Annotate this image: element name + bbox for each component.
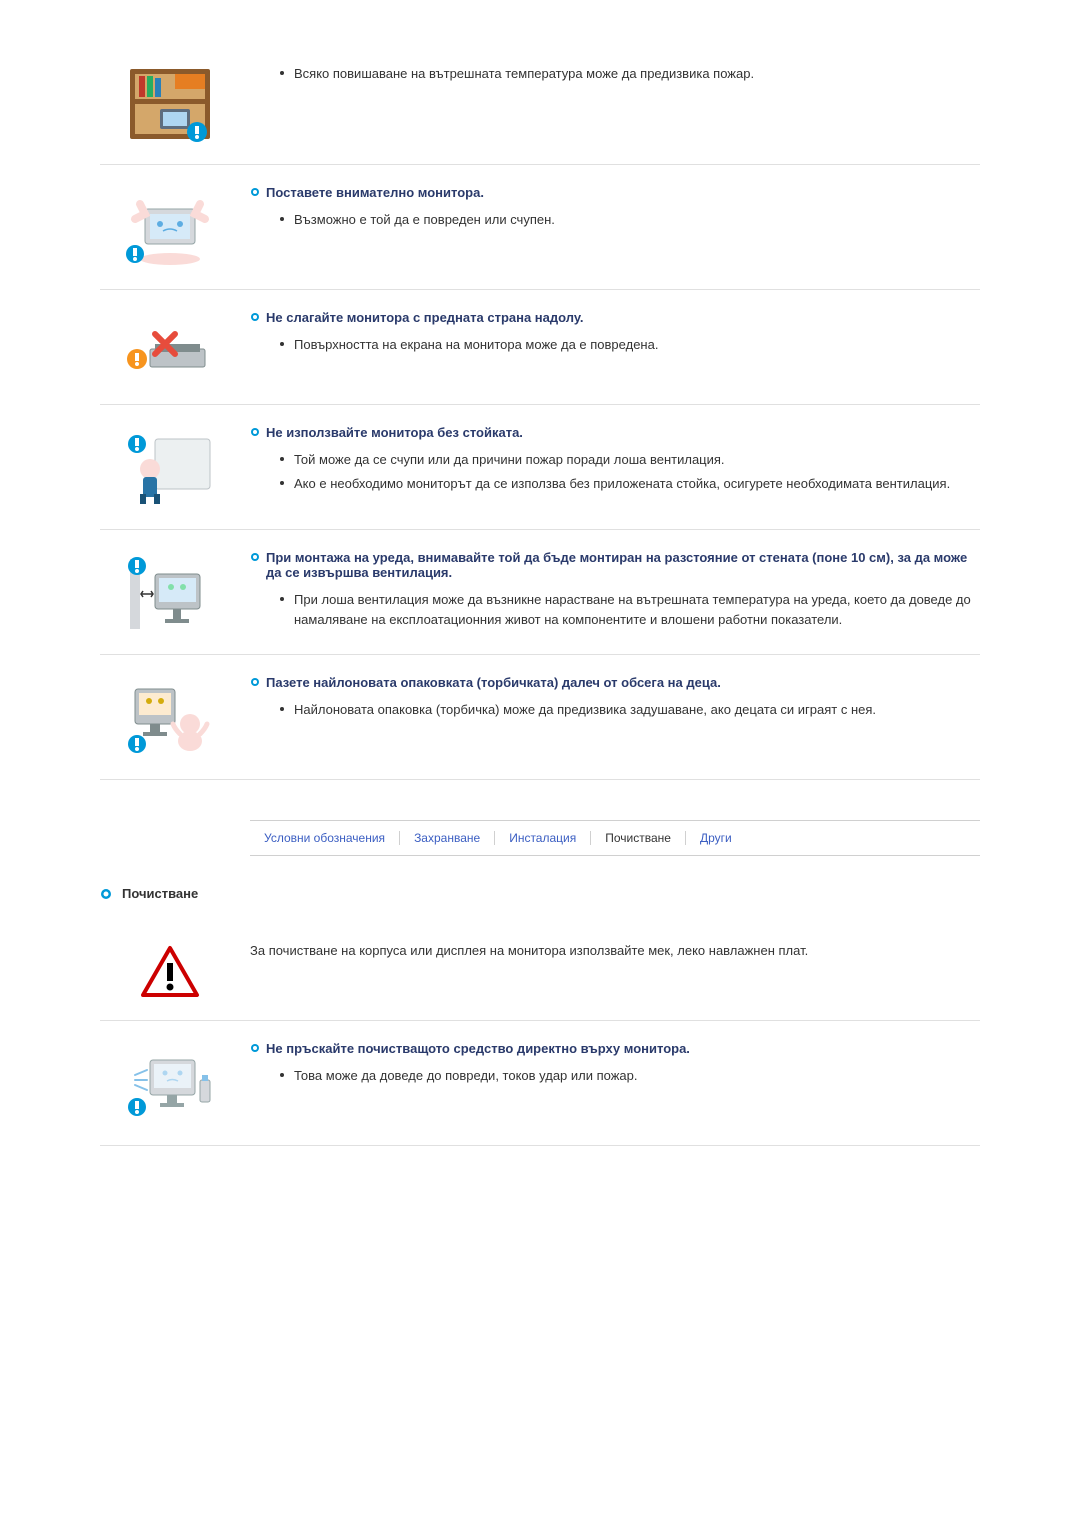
cleaning-intro-section: За почистване на корпуса или дисплея на … [100, 921, 980, 1021]
warning-triangle-icon [140, 945, 200, 1000]
bullet-item: Това може да доведе до повреди, токов уд… [280, 1066, 980, 1086]
plastic-bag-child-icon [125, 679, 215, 759]
wall-distance-icon [125, 554, 215, 634]
no-stand-icon [125, 429, 215, 509]
bullet-list: Това може да доведе до повреди, токов уд… [250, 1066, 980, 1086]
heading-text: При монтажа на уреда, внимавайте той да … [266, 550, 980, 580]
bullet-list: Всяко повишаване на вътрешната температу… [250, 64, 980, 84]
safety-section: При монтажа на уреда, внимавайте той да … [100, 530, 980, 655]
section-title-row: Почистване [100, 886, 980, 901]
section-heading: Не пръскайте почистващото средство дирек… [250, 1041, 980, 1056]
heading-text: Не слагайте монитора с предната страна н… [266, 310, 584, 325]
section-heading: При монтажа на уреда, внимавайте той да … [250, 550, 980, 580]
illustration-col [100, 675, 240, 759]
illustration-col [100, 550, 240, 634]
heading-bullet-icon [250, 312, 260, 322]
content-col: Пазете найлоновата опаковката (торбичкат… [240, 675, 980, 724]
illustration-col [100, 425, 240, 509]
heading-bullet-icon [250, 427, 260, 437]
tab-notation[interactable]: Условни обозначения [250, 831, 400, 845]
content-col: Не пръскайте почистващото средство дирек… [240, 1041, 980, 1090]
tab-others[interactable]: Други [686, 831, 746, 845]
bullet-item: Найлоновата опаковка (торбичка) може да … [280, 700, 980, 720]
bookshelf-monitor-icon [125, 64, 215, 144]
section-heading: Поставете внимателно монитора. [250, 185, 980, 200]
heading-bullet-icon [250, 187, 260, 197]
section-title-icon [100, 888, 112, 900]
tab-cleaning[interactable]: Почистване [591, 831, 686, 845]
bullet-item: При лоша вентилация може да възникне нар… [280, 590, 980, 629]
content-col: За почистване на корпуса или дисплея на … [240, 941, 980, 961]
no-spray-icon [125, 1045, 215, 1125]
bullet-list: Повърхността на екрана на монитора може … [250, 335, 980, 355]
safety-section: Пазете найлоновата опаковката (торбичкат… [100, 655, 980, 780]
section-heading: Не слагайте монитора с предната страна н… [250, 310, 980, 325]
bullet-item: Той може да се счупи или да причини пожа… [280, 450, 980, 470]
bullet-list: При лоша вентилация може да възникне нар… [250, 590, 980, 629]
tab-power[interactable]: Захранване [400, 831, 495, 845]
section-heading: Пазете найлоновата опаковката (торбичкат… [250, 675, 980, 690]
safety-section: Всяко повишаване на вътрешната температу… [100, 40, 980, 165]
bullet-item: Повърхността на екрана на монитора може … [280, 335, 980, 355]
heading-text: Не пръскайте почистващото средство дирек… [266, 1041, 690, 1056]
illustration-col [100, 1041, 240, 1125]
safety-section: Не използвайте монитора без стойката. То… [100, 405, 980, 530]
safety-section: Не слагайте монитора с предната страна н… [100, 290, 980, 405]
content-col: Не използвайте монитора без стойката. То… [240, 425, 980, 497]
illustration-col [100, 310, 240, 384]
heading-text: Пазете найлоновата опаковката (торбичкат… [266, 675, 721, 690]
section-heading: Не използвайте монитора без стойката. [250, 425, 980, 440]
heading-text: Не използвайте монитора без стойката. [266, 425, 523, 440]
heading-bullet-icon [250, 677, 260, 687]
facedown-monitor-icon [125, 314, 215, 384]
intro-text: За почистване на корпуса или дисплея на … [250, 941, 980, 961]
heading-bullet-icon [250, 1043, 260, 1053]
content-col: Не слагайте монитора с предната страна н… [240, 310, 980, 359]
content-col: При монтажа на уреда, внимавайте той да … [240, 550, 980, 633]
bullet-item: Възможно е той да е повреден или счупен. [280, 210, 980, 230]
illustration-col [100, 185, 240, 269]
bullet-list: Възможно е той да е повреден или счупен. [250, 210, 980, 230]
heading-text: Поставете внимателно монитора. [266, 185, 484, 200]
safety-section: Не пръскайте почистващото средство дирек… [100, 1021, 980, 1146]
bullet-list: Найлоновата опаковка (торбичка) може да … [250, 700, 980, 720]
tab-bar: Условни обозначения Захранване Инсталаци… [250, 820, 980, 856]
safety-section: Поставете внимателно монитора. Възможно … [100, 165, 980, 290]
content-col: Всяко повишаване на вътрешната температу… [240, 60, 980, 88]
tab-installation[interactable]: Инсталация [495, 831, 591, 845]
bullet-list: Той може да се счупи или да причини пожа… [250, 450, 980, 493]
content-col: Поставете внимателно монитора. Възможно … [240, 185, 980, 234]
illustration-col [100, 60, 240, 144]
illustration-col [100, 941, 240, 1000]
careful-placement-icon [125, 189, 215, 269]
bullet-item: Всяко повишаване на вътрешната температу… [280, 64, 980, 84]
section-title-text: Почистване [122, 886, 198, 901]
heading-bullet-icon [250, 552, 260, 562]
bullet-item: Ако е необходимо мониторът да се използв… [280, 474, 980, 494]
